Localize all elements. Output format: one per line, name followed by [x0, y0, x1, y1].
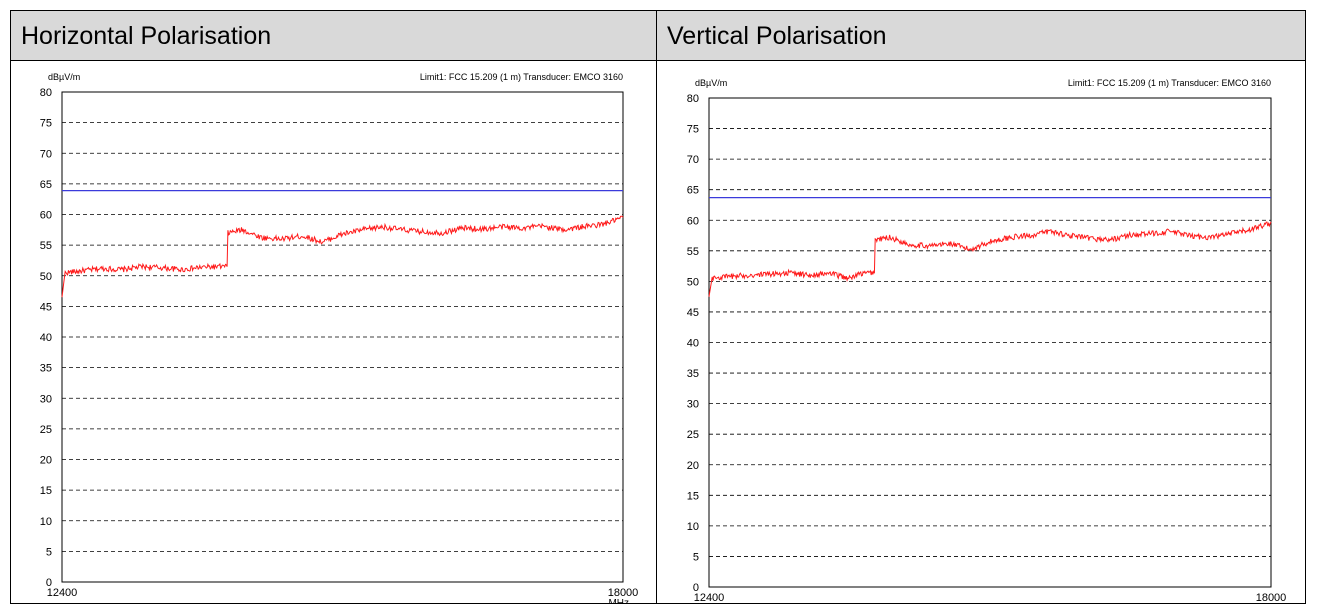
- x-tick-label: 12400: [47, 587, 78, 599]
- x-tick-label: 18000: [608, 587, 639, 599]
- y-tick-label: 5: [46, 546, 52, 558]
- y-tick-label: 35: [40, 363, 52, 375]
- y-axis-label: dBµV/m: [695, 78, 727, 88]
- y-tick-label: 10: [40, 516, 52, 528]
- x-axis-unit: MHz: [608, 598, 629, 603]
- y-tick-label: 50: [687, 276, 699, 288]
- y-tick-label: 55: [40, 240, 52, 252]
- y-tick-label: 75: [687, 124, 699, 136]
- y-tick-label: 25: [687, 429, 699, 441]
- y-tick-label: 40: [40, 332, 52, 344]
- y-tick-label: 15: [687, 490, 699, 502]
- x-tick-label: 12400: [694, 592, 725, 603]
- y-tick-label: 25: [40, 424, 52, 436]
- y-tick-label: 0: [46, 577, 52, 589]
- y-tick-label: 15: [40, 485, 52, 497]
- legend-text: Limit1: FCC 15.209 (1 m) Transducer: EMC…: [420, 72, 623, 82]
- vertical-polarisation-chart: dBµV/m Limit1: FCC 15.209 (1 m) Transduce…: [687, 78, 1287, 608]
- y-tick-label: 0: [693, 582, 699, 594]
- x-tick-label: 18000: [1256, 592, 1287, 603]
- y-tick-label: 10: [687, 521, 699, 533]
- plot-frame: [61, 91, 624, 583]
- legend-text: Limit1: FCC 15.209 (1 m) Transducer: EMC…: [1068, 78, 1271, 88]
- horizontal-chart-panel: dBµV/m Limit1: FCC 15.209 (1 m) Transduce…: [11, 61, 656, 608]
- y-axis-label: dBµV/m: [48, 72, 80, 82]
- y-tick-label: 55: [687, 246, 699, 258]
- measurement-trace: [61, 215, 624, 298]
- results-table: Horizontal Polarisation dBµV/m Limit1: FC…: [10, 10, 1306, 608]
- y-tick-label: 30: [40, 393, 52, 405]
- y-tick-label: 80: [687, 93, 699, 105]
- y-tick-label: 60: [687, 215, 699, 227]
- y-tick-label: 50: [40, 271, 52, 283]
- y-tick-label: 60: [40, 210, 52, 222]
- y-tick-label: 45: [40, 301, 52, 313]
- y-tick-label: 30: [687, 399, 699, 411]
- y-tick-label: 35: [687, 368, 699, 380]
- y-tick-label: 65: [687, 185, 699, 197]
- horizontal-polarisation-chart: dBµV/m Limit1: FCC 15.209 (1 m) Transduce…: [40, 72, 639, 608]
- y-tick-label: 70: [40, 148, 52, 160]
- y-tick-label: 45: [687, 307, 699, 319]
- horizontal-header: Horizontal Polarisation: [11, 11, 656, 61]
- y-tick-label: 65: [40, 179, 52, 191]
- horizontal-column: Horizontal Polarisation dBµV/m Limit1: FC…: [11, 11, 657, 608]
- y-tick-label: 80: [40, 87, 52, 99]
- vertical-chart-panel: dBµV/m Limit1: FCC 15.209 (1 m) Transduce…: [657, 61, 1305, 608]
- plot-frame: [708, 97, 1272, 588]
- y-tick-label: 75: [40, 118, 52, 130]
- vertical-column: Vertical Polarisation dBµV/m Limit1: FCC …: [657, 11, 1305, 608]
- measurement-trace: [708, 221, 1272, 297]
- y-tick-label: 40: [687, 338, 699, 350]
- vertical-header: Vertical Polarisation: [657, 11, 1305, 61]
- y-tick-label: 20: [687, 460, 699, 472]
- y-tick-label: 5: [693, 551, 699, 563]
- y-tick-label: 20: [40, 455, 52, 467]
- y-tick-label: 70: [687, 154, 699, 166]
